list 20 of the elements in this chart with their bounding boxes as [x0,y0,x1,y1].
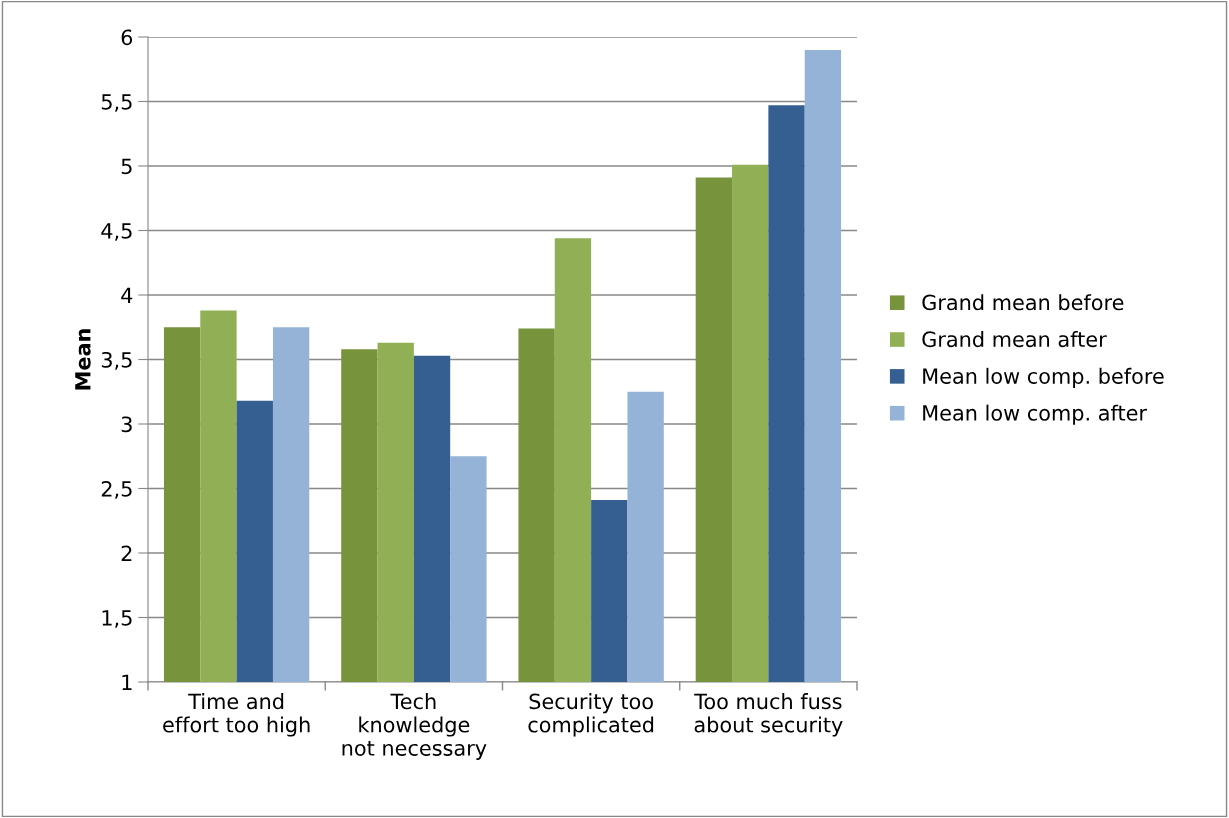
y-tick-label: 1 [122,674,132,690]
y-tick-label: 5,5 [101,94,132,112]
legend-label: Mean low comp. after [923,404,1148,425]
y-tick-label: 4,5 [101,223,132,241]
x-tick-label: Too much fuss about security [694,693,843,737]
y-tick-label: 3 [121,416,132,433]
y-tick-label: 5 [121,158,132,175]
y-tick-label: 6 [121,29,133,46]
legend-label: Grand mean before [922,294,1124,311]
legend-label: Mean low comp. before [923,367,1164,388]
y-tick-label: 3,5 [101,351,132,370]
y-tick-label: 4 [121,287,133,303]
x-tick-label: Security too complicated [528,693,654,737]
y-tick-label: 1,5 [102,610,132,628]
x-tick-label: Tech knowledge not necessary [342,693,487,760]
y-axis-title: Mean [75,329,91,390]
legend-label: Grand mean after [922,331,1107,348]
y-tick-label: 2,5 [101,480,132,499]
y-tick-label: 2 [121,545,132,561]
x-tick-label: Time and effort too high [163,693,310,737]
